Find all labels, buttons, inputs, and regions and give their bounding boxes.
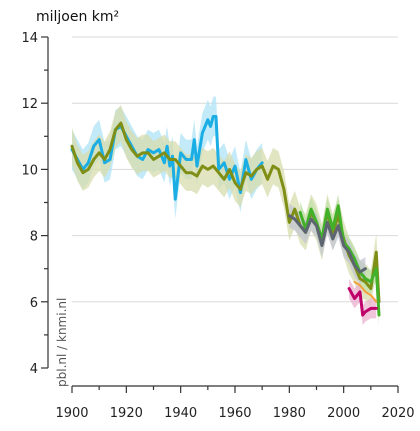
x-tick-label-1940: 1940: [164, 406, 197, 421]
series-line-magenta: [347, 287, 378, 317]
x-tick-label-2020: 2020: [381, 406, 414, 421]
x-tick-label-1920: 1920: [110, 406, 143, 421]
series-line-gray: [287, 214, 367, 274]
y-tick-label-6: 6: [30, 296, 38, 311]
series-line-orange: [353, 280, 378, 303]
x-tick-label-1960: 1960: [218, 406, 251, 421]
band-magenta: [349, 278, 377, 325]
y-tick-label-12: 12: [21, 97, 38, 112]
y-tick-label-14: 14: [21, 31, 38, 46]
band-olive: [72, 104, 379, 321]
series-line-blue: [70, 114, 264, 201]
x-tick-label-1900: 1900: [55, 406, 88, 421]
series-lines: [70, 114, 381, 317]
y-tick-label-10: 10: [21, 163, 38, 178]
y-tick-label-4: 4: [30, 362, 38, 377]
x-tick-label-1980: 1980: [273, 406, 306, 421]
axes: [41, 36, 399, 393]
uncertainty-bands: [72, 96, 379, 327]
series-line-green: [298, 204, 381, 317]
y-axis-label: miljoen km²: [36, 9, 119, 25]
source-credit: pbl.nl / knmi.nl: [55, 298, 69, 387]
x-tick-label-2000: 2000: [327, 406, 360, 421]
tick-labels: 4 6 8 10 12 14 1900 1920 1940 1960 1980 2000 2020: [21, 31, 414, 421]
y-tick-label-8: 8: [30, 230, 38, 245]
